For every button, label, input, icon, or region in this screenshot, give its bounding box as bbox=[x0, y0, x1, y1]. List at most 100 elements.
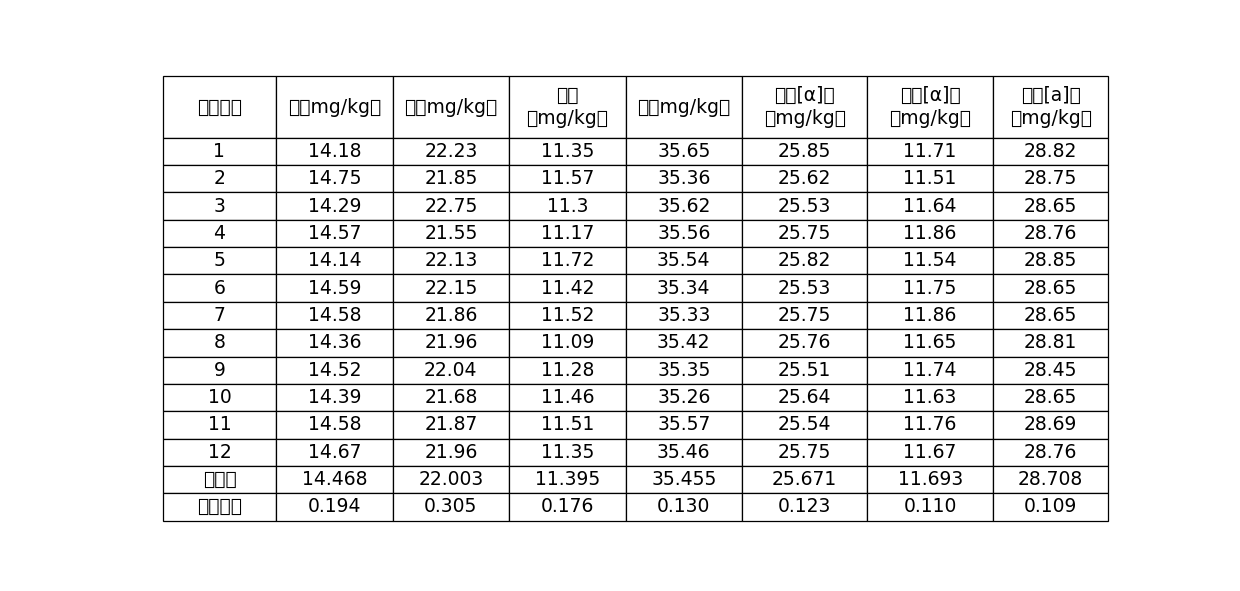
Text: 28.708: 28.708 bbox=[1018, 470, 1084, 489]
Bar bbox=[393, 356, 510, 384]
Text: 11.76: 11.76 bbox=[904, 415, 957, 434]
Bar bbox=[625, 274, 742, 302]
Bar bbox=[625, 493, 742, 521]
Text: 0.194: 0.194 bbox=[308, 498, 361, 517]
Bar bbox=[162, 411, 277, 439]
Text: 25.51: 25.51 bbox=[777, 361, 831, 379]
Bar bbox=[162, 138, 277, 165]
Bar bbox=[993, 439, 1109, 466]
Bar bbox=[393, 76, 510, 138]
Bar bbox=[868, 138, 993, 165]
Text: 5: 5 bbox=[213, 251, 226, 270]
Bar bbox=[162, 384, 277, 411]
Bar bbox=[625, 247, 742, 274]
Text: 11.35: 11.35 bbox=[541, 142, 594, 161]
Bar bbox=[625, 302, 742, 329]
Text: 22.23: 22.23 bbox=[424, 142, 477, 161]
Bar bbox=[993, 193, 1109, 220]
Text: 9: 9 bbox=[213, 361, 226, 379]
Bar bbox=[277, 138, 393, 165]
Bar bbox=[625, 329, 742, 356]
Bar bbox=[277, 493, 393, 521]
Text: 检验项目: 检验项目 bbox=[197, 98, 242, 116]
Text: 11.52: 11.52 bbox=[541, 306, 594, 325]
Bar bbox=[277, 302, 393, 329]
Bar bbox=[868, 356, 993, 384]
Bar bbox=[625, 165, 742, 193]
Text: 11.35: 11.35 bbox=[541, 443, 594, 462]
Bar bbox=[277, 411, 393, 439]
Text: 14.39: 14.39 bbox=[308, 388, 361, 407]
Text: 0.176: 0.176 bbox=[541, 498, 594, 517]
Text: 35.34: 35.34 bbox=[657, 279, 711, 298]
Text: 21.87: 21.87 bbox=[424, 415, 477, 434]
Bar bbox=[510, 329, 625, 356]
Text: 14.57: 14.57 bbox=[308, 224, 361, 243]
Bar bbox=[625, 76, 742, 138]
Text: 11.51: 11.51 bbox=[541, 415, 594, 434]
Text: 35.62: 35.62 bbox=[657, 197, 711, 216]
Text: 11.75: 11.75 bbox=[904, 279, 957, 298]
Text: 11.57: 11.57 bbox=[541, 169, 594, 189]
Text: 35.54: 35.54 bbox=[657, 251, 711, 270]
Bar bbox=[742, 220, 868, 247]
Text: 6: 6 bbox=[213, 279, 226, 298]
Text: 11.64: 11.64 bbox=[904, 197, 957, 216]
Text: 菲（mg/kg）: 菲（mg/kg） bbox=[288, 98, 381, 116]
Bar bbox=[625, 138, 742, 165]
Bar bbox=[993, 356, 1109, 384]
Text: 荧蒽
（mg/kg）: 荧蒽 （mg/kg） bbox=[526, 86, 609, 128]
Text: 35.35: 35.35 bbox=[657, 361, 711, 379]
Text: 0.305: 0.305 bbox=[424, 498, 477, 517]
Text: 1: 1 bbox=[213, 142, 226, 161]
Text: 14.67: 14.67 bbox=[308, 443, 361, 462]
Bar bbox=[510, 466, 625, 493]
Bar bbox=[510, 76, 625, 138]
Bar bbox=[868, 466, 993, 493]
Text: 11.46: 11.46 bbox=[541, 388, 594, 407]
Text: 28.65: 28.65 bbox=[1024, 279, 1078, 298]
Bar bbox=[868, 329, 993, 356]
Text: 2: 2 bbox=[213, 169, 226, 189]
Bar bbox=[277, 384, 393, 411]
Text: 22.04: 22.04 bbox=[424, 361, 477, 379]
Bar bbox=[162, 220, 277, 247]
Bar bbox=[277, 439, 393, 466]
Bar bbox=[868, 384, 993, 411]
Bar bbox=[625, 193, 742, 220]
Bar bbox=[993, 165, 1109, 193]
Text: 35.42: 35.42 bbox=[657, 333, 711, 352]
Bar bbox=[993, 384, 1109, 411]
Bar bbox=[510, 356, 625, 384]
Text: 14.14: 14.14 bbox=[308, 251, 361, 270]
Text: 11.51: 11.51 bbox=[904, 169, 957, 189]
Text: 标准偏差: 标准偏差 bbox=[197, 498, 242, 517]
Text: 21.85: 21.85 bbox=[424, 169, 477, 189]
Text: 11.63: 11.63 bbox=[904, 388, 957, 407]
Text: 苯并[α]蒽
（mg/kg）: 苯并[α]蒽 （mg/kg） bbox=[889, 86, 971, 128]
Text: 25.76: 25.76 bbox=[777, 333, 831, 352]
Text: 0.109: 0.109 bbox=[1024, 498, 1078, 517]
Bar bbox=[742, 384, 868, 411]
Bar bbox=[277, 76, 393, 138]
Text: 14.468: 14.468 bbox=[301, 470, 367, 489]
Text: 25.53: 25.53 bbox=[777, 197, 831, 216]
Bar bbox=[742, 76, 868, 138]
Text: 22.15: 22.15 bbox=[424, 279, 477, 298]
Bar bbox=[868, 165, 993, 193]
Text: 35.26: 35.26 bbox=[657, 388, 711, 407]
Text: 25.62: 25.62 bbox=[777, 169, 831, 189]
Text: 11.09: 11.09 bbox=[541, 333, 594, 352]
Text: 11: 11 bbox=[207, 415, 232, 434]
Bar bbox=[510, 274, 625, 302]
Bar bbox=[993, 493, 1109, 521]
Bar bbox=[868, 76, 993, 138]
Text: 28.81: 28.81 bbox=[1024, 333, 1078, 352]
Text: 11.86: 11.86 bbox=[904, 224, 957, 243]
Bar bbox=[510, 193, 625, 220]
Text: 11.65: 11.65 bbox=[904, 333, 957, 352]
Bar bbox=[393, 302, 510, 329]
Bar bbox=[510, 302, 625, 329]
Text: 21.68: 21.68 bbox=[424, 388, 477, 407]
Text: 11.71: 11.71 bbox=[904, 142, 957, 161]
